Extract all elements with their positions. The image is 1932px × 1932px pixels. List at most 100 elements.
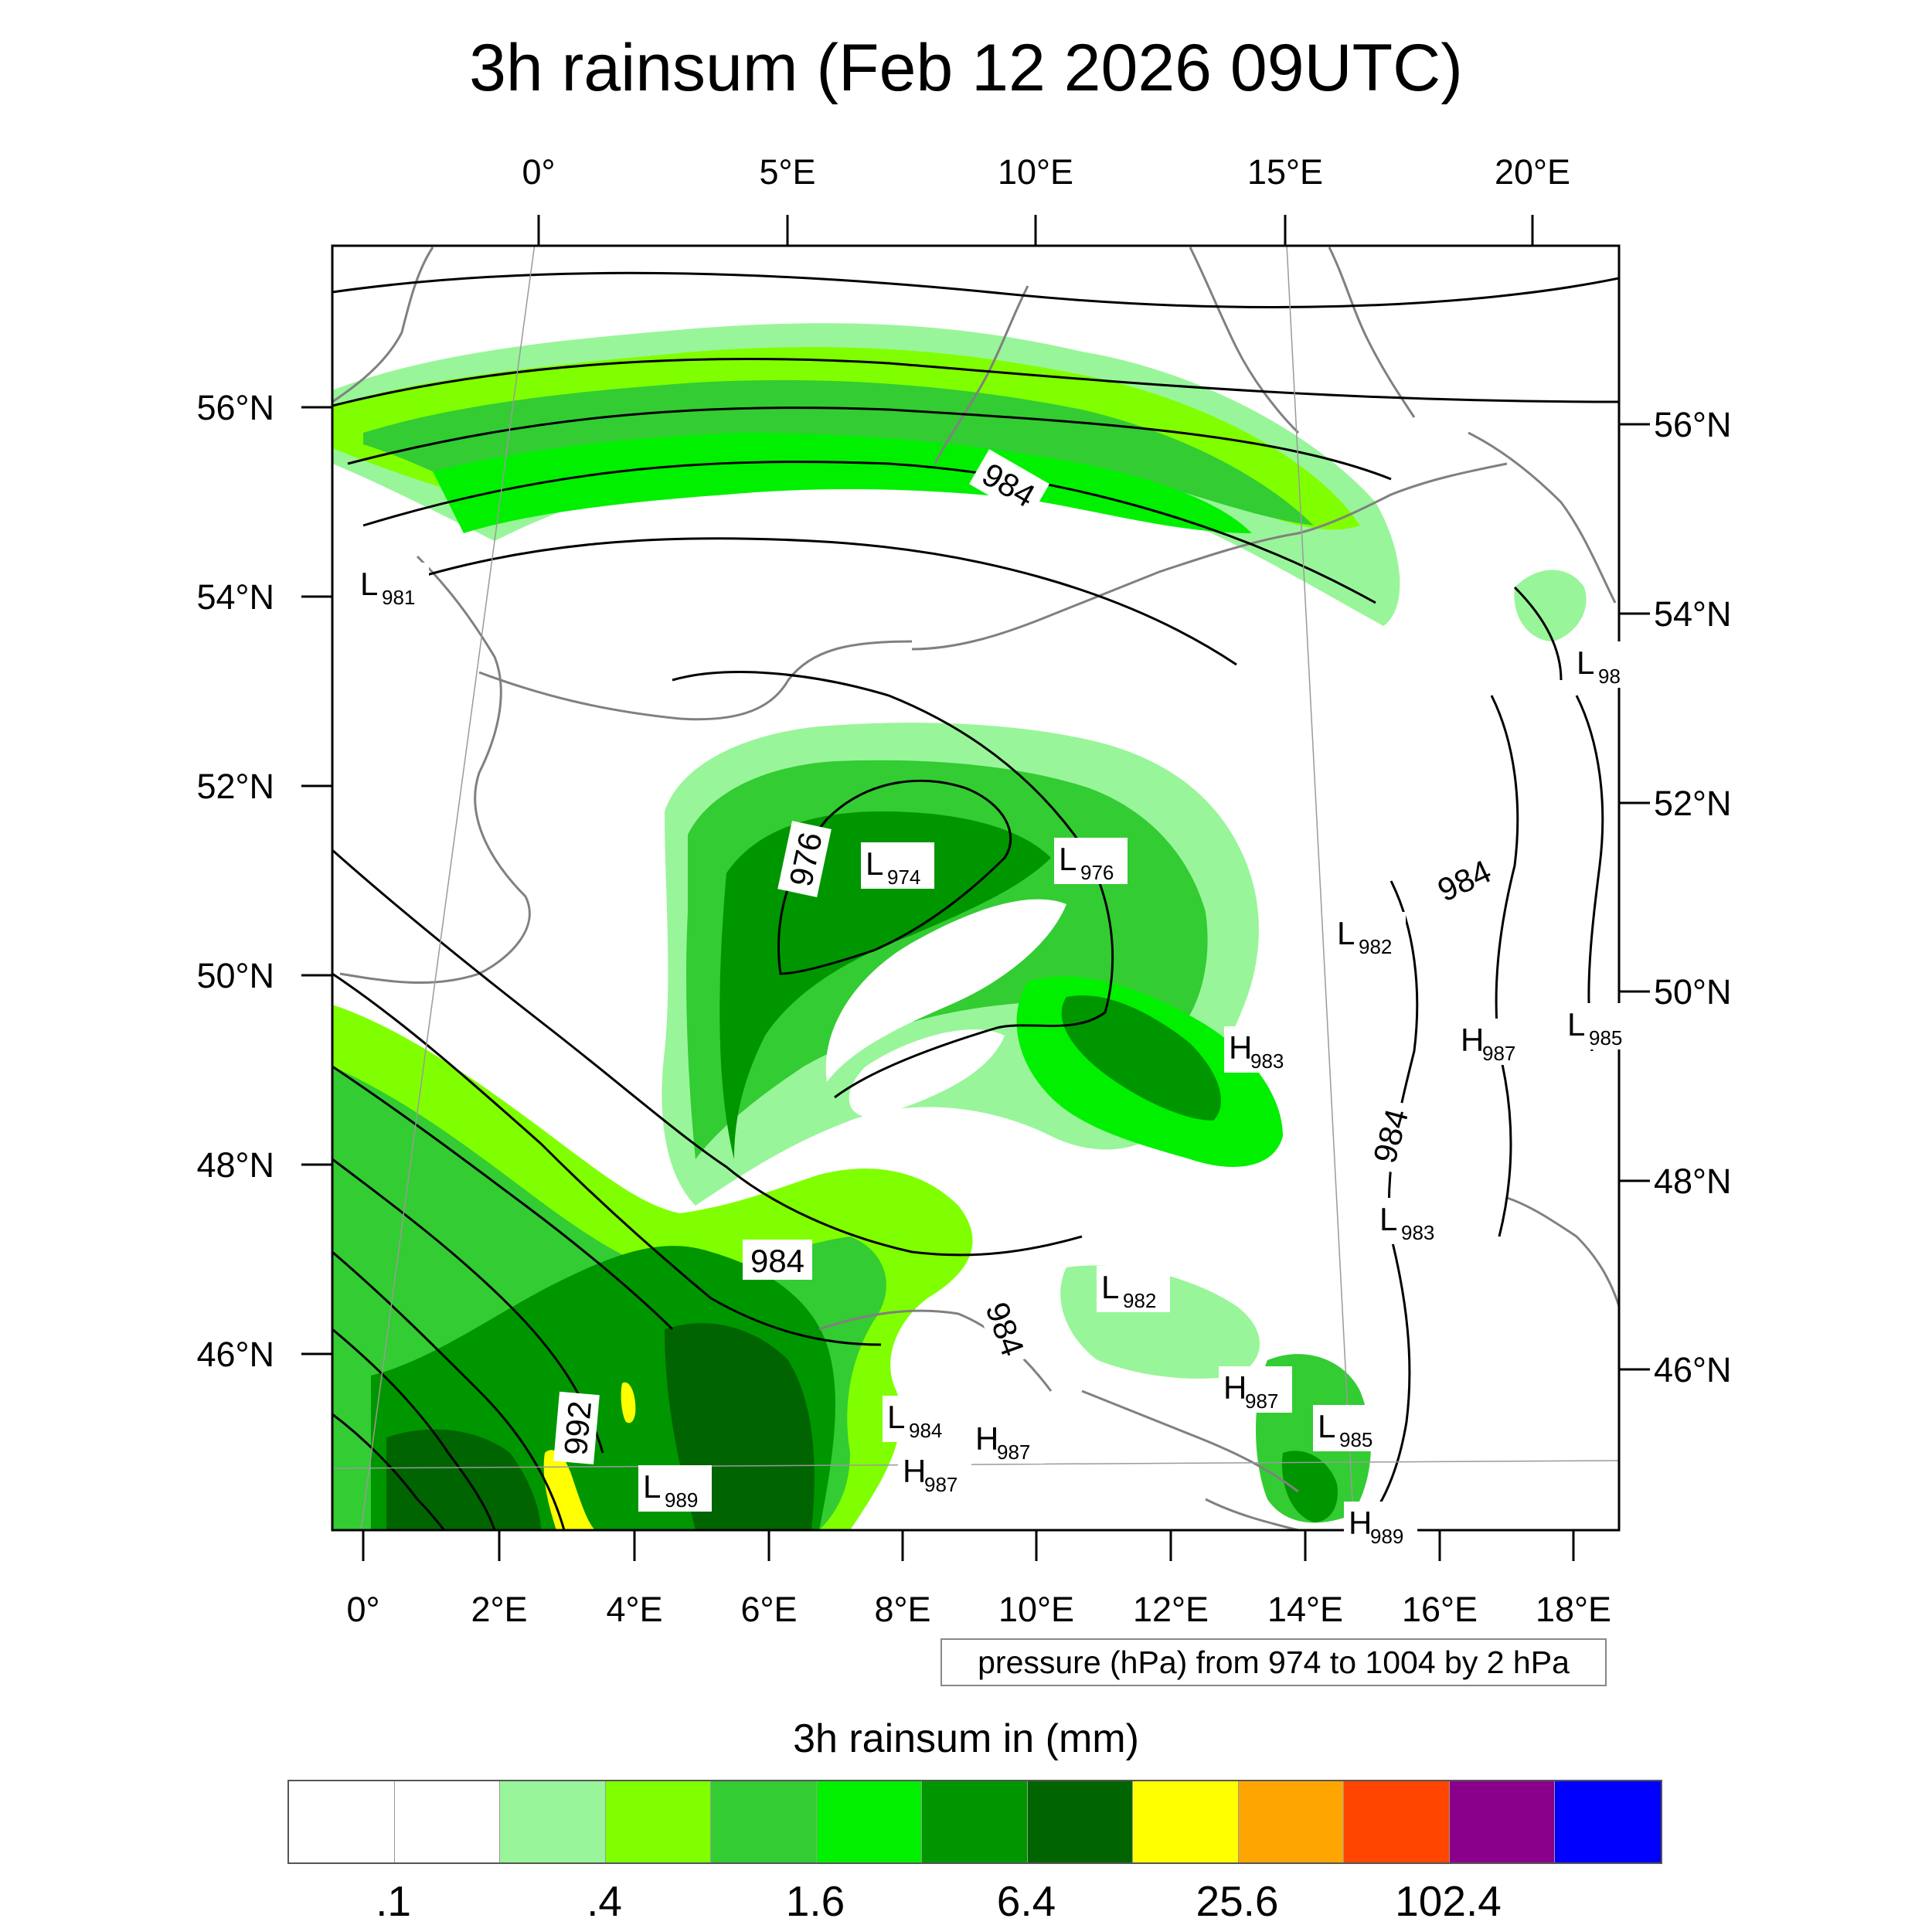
pressure-centre-value: 984: [909, 1419, 942, 1442]
pressure-centre-value: 985: [1339, 1428, 1372, 1451]
pressure-centre-box: [355, 563, 429, 609]
colorbar-swatch: [1238, 1781, 1344, 1862]
contour-label-box: [553, 1391, 600, 1464]
colorbar-swatch: [394, 1781, 500, 1862]
bottom-lon-label: 0°: [346, 1590, 379, 1629]
pressure-centre-box: [1219, 1366, 1292, 1413]
contour-label-box: [777, 821, 832, 898]
colorbar-label: 1.6: [785, 1877, 845, 1925]
bottom-lon-label: 16°E: [1402, 1590, 1478, 1629]
contour-label: 976: [777, 821, 832, 898]
pressure-centre-letter: L: [360, 566, 378, 602]
contour-label: 984: [743, 1240, 812, 1280]
pressure-centre-value: 983: [1250, 1049, 1284, 1073]
pressure-centre-letter: H: [1223, 1369, 1247, 1406]
pressure-centre-value: 981: [382, 586, 415, 609]
pressure-centre: L 982: [1097, 1266, 1170, 1312]
pressure-centre-letter: L: [887, 1399, 905, 1435]
right-lat-label: 52°N: [1654, 784, 1732, 823]
bottom-lon-label: 4°E: [606, 1590, 662, 1629]
bottom-lon-label: 8°E: [874, 1590, 930, 1629]
contour-label: 984: [1361, 1097, 1418, 1175]
colorbar-swatch: [605, 1781, 711, 1862]
map-frame: [331, 244, 1621, 1532]
contour-label-box: [1361, 1097, 1418, 1175]
pressure-centre-value: 983: [1401, 1221, 1434, 1244]
colorbar-label: .1: [376, 1877, 411, 1925]
axis-labels: 0° 5°E 10°E 15°E 20°E 0° 2°E 4°E 6°E 8°E 10°E 12°E 1…: [196, 152, 1731, 1629]
pressure-centre-box: [1097, 1266, 1170, 1312]
left-lat-label: 56°N: [196, 388, 274, 427]
right-lat-label: 46°N: [1654, 1350, 1732, 1389]
colorbar: [287, 1780, 1662, 1864]
bottom-lon-label: 2°E: [471, 1590, 527, 1629]
pressure-centre-box: [1224, 1026, 1298, 1073]
colorbar-swatch: [289, 1781, 395, 1862]
rain-gap-2: [849, 1029, 1005, 1117]
pressure-centre-value: 976: [1080, 861, 1114, 884]
pressure-centre: L 983: [1375, 1198, 1448, 1244]
colorbar-swatch: [1449, 1781, 1555, 1862]
pressure-centre-letter: L: [1337, 915, 1355, 951]
pressure-centre-value: 987: [924, 1473, 957, 1496]
contour-label-text: 992: [557, 1400, 598, 1457]
pressure-centre-box: [638, 1465, 712, 1512]
graticule: [332, 246, 1619, 1530]
pressure-centre: L 982: [1332, 912, 1406, 958]
colorbar-swatch: [711, 1781, 817, 1862]
pressure-centre-letter: L: [1101, 1269, 1119, 1305]
colorbar-swatch: [816, 1781, 922, 1862]
rain-band-north-bright: [433, 433, 1252, 533]
pressure-centre-letter: H: [903, 1453, 926, 1489]
pressure-centre-value: 989: [1370, 1525, 1403, 1548]
pressure-centre-letter: H: [1349, 1505, 1372, 1541]
pressure-centre-letter: L: [643, 1468, 661, 1505]
right-lat-label: 50°N: [1654, 972, 1732, 1012]
left-lat-label: 48°N: [196, 1145, 274, 1185]
pressure-centre-letter: H: [1461, 1022, 1484, 1058]
pressure-centre-box: [883, 1396, 956, 1442]
bottom-lon-label: 18°E: [1536, 1590, 1611, 1629]
colorbar-label: 6.4: [996, 1877, 1056, 1925]
rain-ne-patch: [1514, 570, 1587, 641]
pressure-centre: L 98: [1572, 641, 1645, 688]
right-lat-label: 48°N: [1654, 1162, 1732, 1201]
pressure-centre-value: 989: [665, 1488, 698, 1512]
pressure-centre-box: [971, 1417, 1044, 1464]
right-lat-label: 54°N: [1654, 594, 1732, 634]
pressure-centre-letter: L: [1379, 1201, 1397, 1237]
contour-label-box: [969, 449, 1049, 519]
colorbar-label: 102.4: [1395, 1877, 1502, 1925]
pressure-centre: L 974: [861, 842, 934, 889]
contour-label: 992: [553, 1391, 600, 1464]
rain-heavy-yellow-2: [621, 1382, 636, 1423]
pressure-centre-letter: H: [975, 1420, 998, 1457]
left-lat-label: 50°N: [196, 956, 274, 995]
rain-cyclone-core: [719, 811, 1051, 1159]
top-lon-label: 15°E: [1247, 152, 1323, 192]
plot-title: 3h rainsum (Feb 12 2026 09UTC): [469, 31, 1463, 105]
colorbar-swatch: [1344, 1781, 1450, 1862]
colorbar-title: 3h rainsum in (mm): [793, 1716, 1139, 1761]
pressure-centre-letter: H: [1229, 1029, 1252, 1066]
bottom-lon-label: 6°E: [740, 1590, 797, 1629]
colorbar-swatch: [1027, 1781, 1133, 1862]
pressure-centre-box: [898, 1450, 971, 1496]
pressure-centre-value: 987: [1482, 1042, 1515, 1065]
colorbar-swatch: [1555, 1781, 1661, 1862]
pressure-centre-box: [1344, 1502, 1417, 1548]
isobars: [332, 271, 1619, 1530]
pressure-centre: L 985: [1313, 1405, 1386, 1451]
colorbar-label: .4: [587, 1877, 622, 1925]
pressure-centre-value: 987: [997, 1440, 1030, 1464]
top-lon-label: 20°E: [1495, 152, 1570, 192]
top-lon-label: 0°: [522, 152, 555, 192]
